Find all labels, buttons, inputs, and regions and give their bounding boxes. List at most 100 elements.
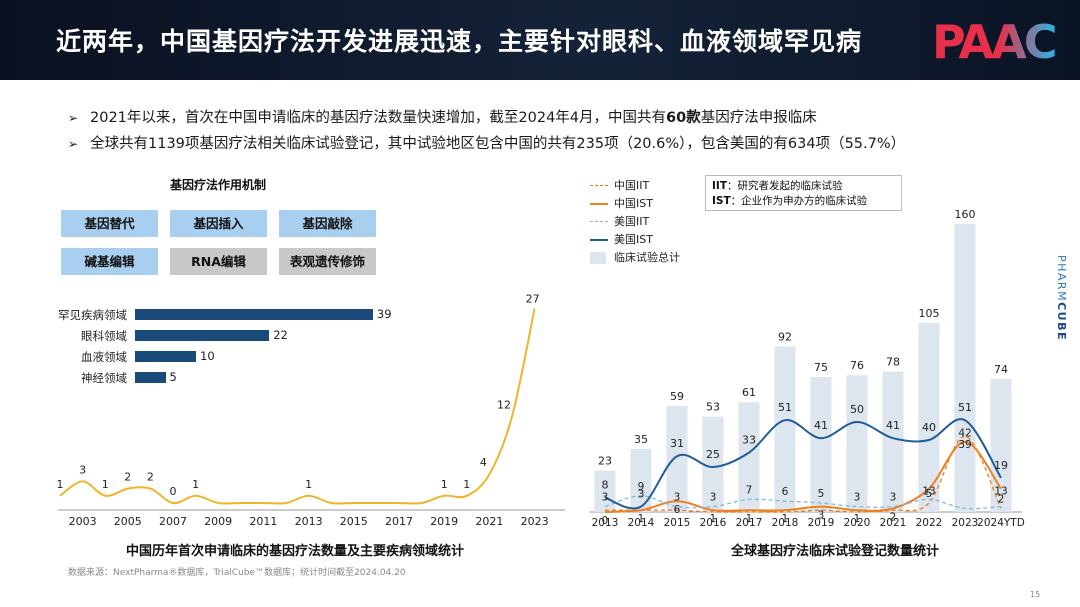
bar-swatch-icon <box>590 252 606 264</box>
total-bar <box>918 323 940 512</box>
mechanism-gene-insertion: 基因插入 <box>170 210 267 237</box>
mechanism-epigenetic-modification: 表观遗传修饰 <box>279 248 376 275</box>
x-tick-label: 2021 <box>880 517 907 529</box>
series-point-label: 51 <box>958 401 972 414</box>
hbar <box>135 330 270 341</box>
hbar <box>135 372 166 383</box>
hbar-value: 10 <box>200 349 215 363</box>
data-label: 12 <box>497 399 511 412</box>
series-point-label: 25 <box>706 448 720 461</box>
hbar <box>135 309 373 320</box>
bar-value-label: 76 <box>850 359 864 372</box>
series-point-label: 33 <box>742 434 756 447</box>
series-point-label: 0 <box>602 515 609 527</box>
x-tick-label: 2017 <box>385 515 413 528</box>
legend-item-us-ist: 美国IST <box>588 231 680 249</box>
series-point-label: 2 <box>998 493 1005 505</box>
series-point-label: 13 <box>922 486 935 498</box>
data-source-note: 数据来源：NextPharma®数据库，TrialCube™数据库；统计时间截至… <box>68 568 406 578</box>
data-label: 1 <box>463 478 470 491</box>
series-point-label: 6 <box>674 504 681 516</box>
solid-line-icon <box>590 203 608 205</box>
hbar-value: 39 <box>376 307 392 321</box>
slide-title: 近两年，中国基因疗法开发进展迅速，主要针对眼科、血液领域罕见病 <box>56 27 863 56</box>
solid-line-icon <box>590 239 608 241</box>
abbreviation-note-box: IIT：研究者发起的临床试验 IST：企业作为申办方的临床试验 <box>705 175 902 211</box>
series-point-label: 42 <box>958 427 971 439</box>
series-point-label: 3 <box>890 492 897 504</box>
series-point-label: 3 <box>818 510 825 522</box>
x-tick-label: 2021 <box>475 515 503 528</box>
series-point-label: 1 <box>746 513 753 525</box>
hbar-value: 5 <box>169 370 177 384</box>
data-label: 27 <box>526 293 540 306</box>
x-tick-label: 2022 <box>916 517 943 529</box>
hbar-label: 罕见疾病领域 <box>58 308 127 322</box>
series-point-label: 1 <box>710 513 717 525</box>
total-bar <box>846 375 868 512</box>
mechanism-gene-knockout: 基因敲除 <box>279 210 376 237</box>
series-point-label: 7 <box>746 484 753 496</box>
series-line <box>604 440 1002 513</box>
data-label: 0 <box>170 485 177 498</box>
dashed-line-icon <box>590 221 608 222</box>
data-label: 1 <box>305 478 312 491</box>
dashed-line-icon <box>590 185 608 186</box>
legend-item-cn-ist: 中国IST <box>588 195 680 213</box>
series-point-label: 9 <box>638 481 645 493</box>
series-point-label: 3 <box>854 492 861 504</box>
x-tick-label: 2019 <box>430 515 458 528</box>
paac-logo: PAAC <box>932 15 1058 68</box>
x-tick-label: 2007 <box>159 515 187 528</box>
legend-item-total: 临床试验总计 <box>588 249 680 267</box>
bar-value-label: 74 <box>994 363 1008 376</box>
series-point-label: 39 <box>958 439 971 451</box>
x-tick-label: 2015 <box>664 517 691 529</box>
hbar <box>135 351 196 362</box>
series-point-label: 51 <box>778 401 792 414</box>
series-point-label: 19 <box>994 459 1008 472</box>
series-point-label: 5 <box>818 488 825 500</box>
x-tick-label: 2015 <box>340 515 368 528</box>
mechanism-gene-replacement: 基因替代 <box>61 210 158 237</box>
series-point-label: 13 <box>994 486 1007 498</box>
series-point-label: 5 <box>926 488 933 500</box>
series-point-label: 41 <box>886 419 900 432</box>
svg-text:PAAC: PAAC <box>932 15 1055 68</box>
series-point-label: 8 <box>602 479 609 492</box>
total-bar <box>882 371 904 512</box>
legend-item-cn-iit: 中国IIT <box>588 177 680 195</box>
x-tick-label: 2005 <box>114 515 142 528</box>
arrow-bullet-icon: ➢ <box>68 137 79 151</box>
total-bar <box>594 470 616 512</box>
left-chart-caption: 中国历年首次申请临床的基因疗法数量及主要疾病领域统计 <box>125 544 464 559</box>
legend-item-us-iit: 美国IIT <box>588 213 680 231</box>
slide-header: 近两年，中国基因疗法开发进展迅速，主要针对眼科、血液领域罕见病 PAAC <box>0 0 1080 80</box>
series-point-label: 3 <box>674 492 681 504</box>
total-bar <box>810 377 832 512</box>
bar-value-label: 53 <box>706 401 720 414</box>
total-bar <box>666 405 688 512</box>
bar-value-label: 59 <box>670 390 684 403</box>
data-label: 4 <box>480 456 487 469</box>
arrow-bullet-icon: ➢ <box>68 111 79 125</box>
mechanism-base-editing: 碱基编辑 <box>61 248 158 275</box>
chart-legend: 中国IIT 中国IST 美国IIT 美国IST 临床试验总计 <box>588 177 680 267</box>
bar-value-label: 75 <box>814 361 828 374</box>
hbar-label: 眼科领域 <box>81 329 127 343</box>
series-line <box>605 435 1002 513</box>
series-point-label: 3 <box>710 492 717 504</box>
x-tick-label: 2018 <box>772 517 799 529</box>
series-line <box>604 418 1002 510</box>
page-number: 15 <box>1030 590 1041 599</box>
hbar-label: 血液领域 <box>81 350 127 364</box>
series-point-label: 1 <box>782 513 789 525</box>
series-point-label: 1 <box>638 513 645 525</box>
bar-value-label: 160 <box>955 208 976 221</box>
total-bar <box>738 402 760 512</box>
x-tick-label: 2023 <box>521 515 549 528</box>
hbar-label: 神经领域 <box>81 371 127 385</box>
series-line <box>59 308 536 505</box>
total-bar <box>774 346 796 512</box>
